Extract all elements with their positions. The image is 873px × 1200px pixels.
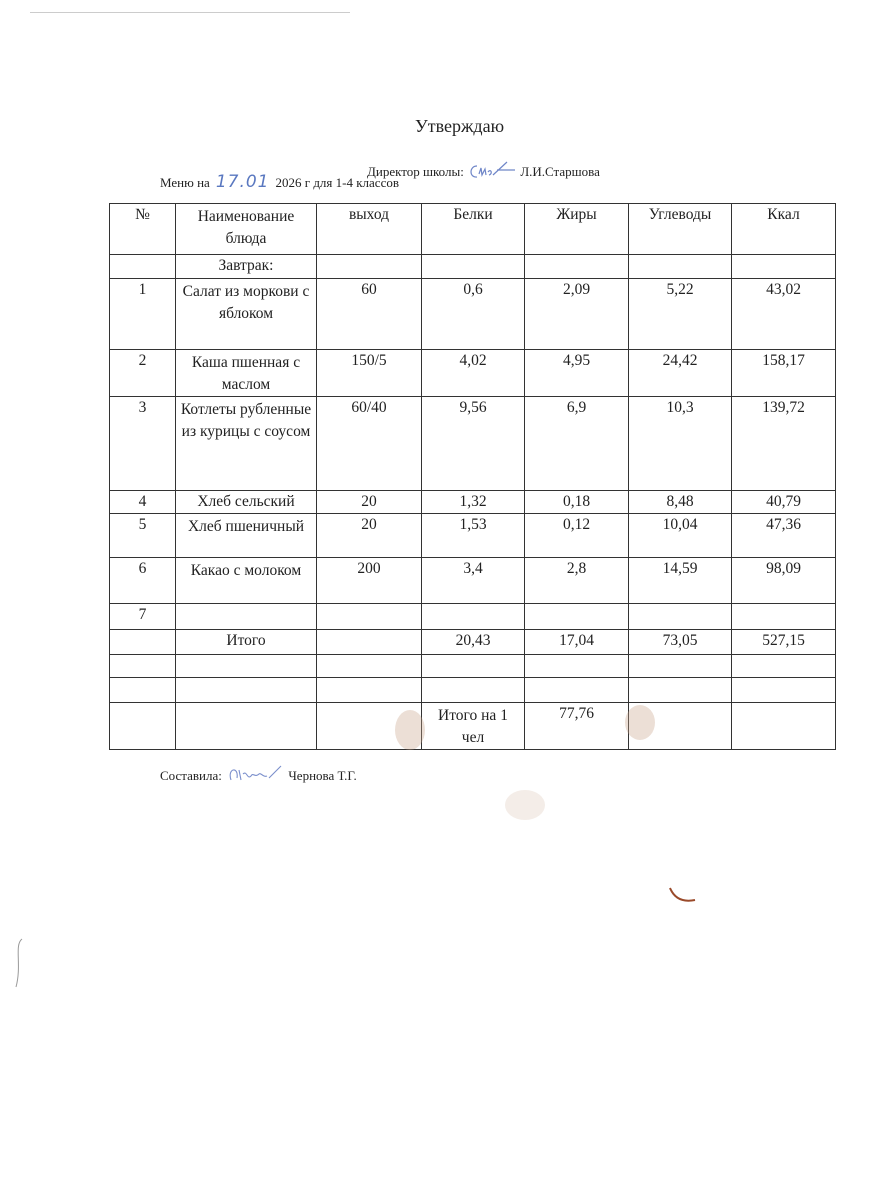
director-signature-icon [470, 161, 516, 178]
portion: 200 [316, 557, 422, 604]
fat: 6,9 [524, 396, 629, 491]
kcal: 139,72 [731, 396, 836, 491]
column-header: Белки [421, 203, 525, 255]
total-carbs: 73,05 [628, 629, 732, 655]
protein: 0,6 [421, 278, 525, 350]
table-row: 7 [109, 603, 836, 630]
dish-name: Хлеб сельский [175, 490, 317, 514]
menu-suffix: 2026 г для 1-4 классов [275, 175, 399, 190]
per-person-label: Итого на 1 чел [421, 702, 525, 750]
per-person-value: 77,76 [524, 702, 629, 750]
total-label: Итого [175, 629, 317, 655]
carbs: 14,59 [628, 557, 732, 604]
compiled-by-line: Составила: Чернова Т.Г. [160, 764, 357, 786]
dish-name: Котлеты рубленные из курицы с соусом [175, 396, 317, 491]
menu-date-handwritten: 17.01 [215, 172, 270, 192]
column-header: Жиры [524, 203, 629, 255]
fat: 0,18 [524, 490, 629, 514]
director-name: Л.И.Старшова [520, 164, 600, 179]
total-fat: 17,04 [524, 629, 629, 655]
carbs: 8,48 [628, 490, 732, 514]
menu-date-line: Меню на 17.01 2026 г для 1-4 классов [160, 172, 399, 192]
compiled-label: Составила: [160, 768, 222, 783]
compiled-name: Чернова Т.Г. [288, 768, 357, 783]
menu-prefix: Меню на [160, 175, 210, 190]
carbs: 5,22 [628, 278, 732, 350]
protein: 1,32 [421, 490, 525, 514]
carbs: 10,04 [628, 513, 732, 558]
director-line: Директор школы: Л.И.Старшова [367, 160, 600, 182]
dish-name: Салат из моркови с яблоком [175, 278, 317, 350]
protein: 4,02 [421, 349, 525, 397]
stain-mark-icon [669, 887, 696, 902]
stain [625, 705, 655, 740]
row-number: 2 [109, 349, 176, 397]
column-header: Наименование блюда [175, 203, 317, 255]
director-label: Директор школы: [367, 164, 464, 179]
column-header: выход [316, 203, 422, 255]
scan-edge-line [30, 12, 350, 13]
table-row: 1 Салат из моркови с яблоком 60 0,6 2,09 5,22… [109, 278, 836, 350]
total-kcal: 527,15 [731, 629, 836, 655]
portion: 150/5 [316, 349, 422, 397]
table-row: 3 Котлеты рубленные из курицы с соусом 60/… [109, 396, 836, 491]
table-row: 5 Хлеб пшеничный 20 1,53 0,12 10,04 47,36 [109, 513, 836, 558]
portion: 20 [316, 490, 422, 514]
dish-name: Каша пшенная с маслом [175, 349, 317, 397]
column-header: Углеводы [628, 203, 732, 255]
protein: 1,53 [421, 513, 525, 558]
portion: 20 [316, 513, 422, 558]
carbs: 10,3 [628, 396, 732, 491]
kcal: 43,02 [731, 278, 836, 350]
kcal: 47,36 [731, 513, 836, 558]
compiler-signature-icon [229, 765, 282, 781]
row-number: 3 [109, 396, 176, 491]
kcal: 40,79 [731, 490, 836, 514]
row-number: 1 [109, 278, 176, 350]
dish-name: Хлеб пшеничный [175, 513, 317, 558]
row-number: 4 [109, 490, 176, 514]
approval-heading: Утверждаю [415, 116, 505, 136]
stain [505, 790, 545, 820]
row-number: 7 [109, 603, 176, 630]
table-header-row: № Наименование блюда выход Белки Жиры Уг… [109, 203, 836, 255]
table-row: 4 Хлеб сельский 20 1,32 0,18 8,48 40,79 [109, 490, 836, 514]
portion: 60 [316, 278, 422, 350]
section-label: Завтрак: [175, 254, 317, 279]
row-number: 6 [109, 557, 176, 604]
portion: 60/40 [316, 396, 422, 491]
scan-mark-icon [15, 938, 23, 988]
protein: 3,4 [421, 557, 525, 604]
carbs: 24,42 [628, 349, 732, 397]
column-header: № [109, 203, 176, 255]
kcal: 158,17 [731, 349, 836, 397]
fat: 0,12 [524, 513, 629, 558]
fat: 4,95 [524, 349, 629, 397]
row-number: 5 [109, 513, 176, 558]
empty-row [109, 677, 836, 703]
stain [395, 710, 425, 750]
protein: 9,56 [421, 396, 525, 491]
section-row: Завтрак: [109, 254, 836, 279]
empty-row [109, 654, 836, 678]
column-header: Ккал [731, 203, 836, 255]
table-row: 6 Какао с молоком 200 3,4 2,8 14,59 98,09 [109, 557, 836, 604]
table-row: 2 Каша пшенная с маслом 150/5 4,02 4,95 24,42… [109, 349, 836, 397]
total-row: Итого 20,43 17,04 73,05 527,15 [109, 629, 836, 655]
menu-table: № Наименование блюда выход Белки Жиры Уг… [109, 203, 836, 750]
fat: 2,8 [524, 557, 629, 604]
per-person-row: Итого на 1 чел 77,76 [109, 702, 836, 750]
fat: 2,09 [524, 278, 629, 350]
kcal: 98,09 [731, 557, 836, 604]
dish-name: Какао с молоком [175, 557, 317, 604]
total-protein: 20,43 [421, 629, 525, 655]
